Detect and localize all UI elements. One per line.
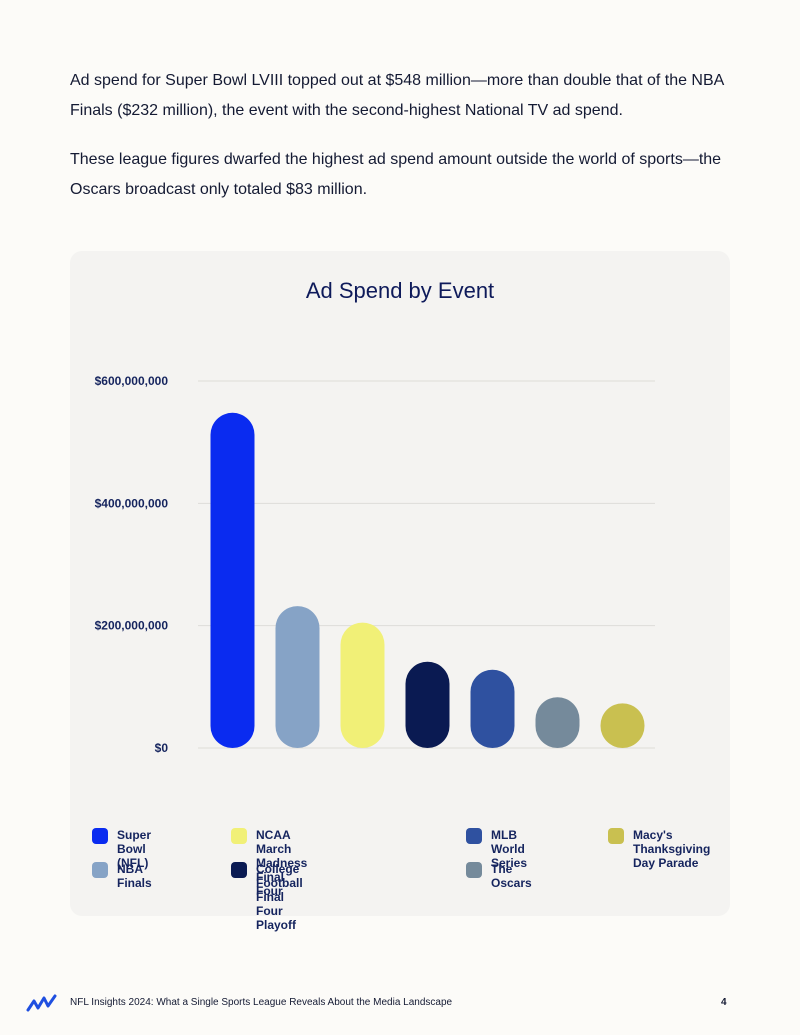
bar-nba-finals: [275, 606, 320, 748]
chart-card: [70, 251, 730, 916]
bar-college-football-final-four-playoff: [405, 661, 450, 748]
footer-text: NFL Insights 2024: What a Single Sports …: [70, 997, 453, 1008]
legend-swatch: [466, 862, 482, 878]
legend-swatch: [466, 828, 482, 844]
legend-label: NBA Finals: [117, 862, 152, 890]
intro-paragraph-1: Ad spend for Super Bowl LVIII topped out…: [70, 72, 724, 119]
legend-swatch: [92, 828, 108, 844]
intro-paragraph-2: These league figures dwarfed the highest…: [70, 151, 722, 198]
legend-item-ncaa: NCAA March Madness Final Four: [231, 828, 307, 898]
legend-swatch: [231, 862, 247, 878]
legend-item-super-bowl: Super Bowl (NFL): [92, 828, 151, 870]
legend-item-macys: Macy's Thanksgiving Day Parade: [608, 828, 710, 870]
chart-title: Ad Spend by Event: [305, 278, 495, 303]
legend-label: The Oscars: [491, 862, 532, 890]
legend-label: College Football Final Four Playoff: [256, 862, 303, 932]
wave-logo-icon: [26, 994, 57, 1012]
page-number: 4: [721, 997, 727, 1008]
legend-item-mlb: MLB World Series: [466, 828, 527, 870]
bar-chart: $0 $200,000,000 $400,000,000 $600,000,000: [95, 374, 655, 755]
bar-ncaa-march-madness-final-four: [340, 622, 385, 748]
y-tick-label: $600,000,000: [95, 374, 169, 388]
legend-item-nba-finals: NBA Finals: [92, 862, 152, 890]
legend-item-oscars: The Oscars: [466, 862, 532, 890]
legend-label: NCAA March Madness Final Four: [256, 828, 308, 898]
legend-label: MLB World Series: [491, 828, 528, 870]
page-footer: NFL Insights 2024: What a Single Sports …: [0, 990, 800, 1020]
bar-macy-s-thanksgiving-day-parade: [600, 703, 645, 748]
y-tick-label: $0: [155, 741, 169, 755]
y-tick-label: $200,000,000: [95, 619, 169, 633]
legend-swatch: [92, 862, 108, 878]
legend-item-college-football: College Football Final Four Playoff: [231, 862, 303, 932]
legend-label: Super Bowl (NFL): [117, 828, 152, 870]
legend-swatch: [231, 828, 247, 844]
bar-mlb-world-series: [470, 669, 515, 748]
legend-swatch: [608, 828, 624, 844]
bar-super-bowl-nfl: [210, 412, 255, 748]
bar-the-oscars: [535, 697, 580, 748]
y-tick-label: $400,000,000: [95, 496, 169, 510]
legend-label: Macy's Thanksgiving Day Parade: [633, 828, 711, 870]
